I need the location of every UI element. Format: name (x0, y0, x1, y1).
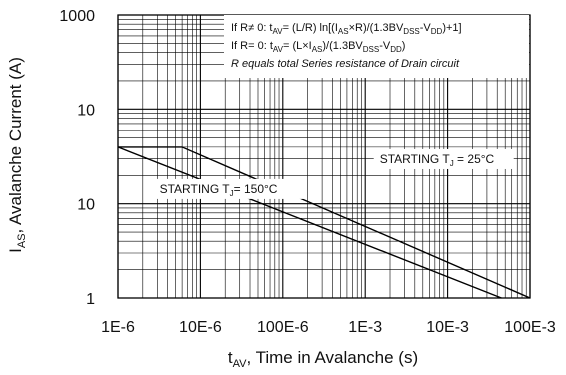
x-tick-label: 100E-6 (257, 319, 309, 336)
x-tick-label: 10E-6 (179, 319, 222, 336)
annotation-line: If R= 0: tAV= (L×IAS)/(1.3BVDSS-VDD) (231, 40, 405, 54)
series-label-text: STARTING TJ = 25°C (380, 152, 495, 168)
x-tick-label: 100E-3 (504, 319, 556, 336)
x-tick-labels: 1E-6 10E-6 100E-6 1E-3 10E-3 100E-3 (101, 319, 556, 336)
y-axis-title: IAS, Avalanche Current (A) (6, 57, 28, 253)
y-tick-label: 10 (77, 102, 95, 119)
series-lines (117, 146, 531, 299)
x-tick-label: 1E-6 (101, 319, 135, 336)
series-label-1: STARTING TJ= 150°C (153, 178, 306, 199)
series-label-bg (153, 178, 306, 199)
y-tick-label: 10 (77, 197, 95, 214)
annotation-box (224, 15, 529, 78)
series-labels: STARTING TJ = 25°C STARTING TJ= 150°C (153, 148, 514, 199)
x-tick-label: 10E-3 (426, 319, 469, 336)
y-tick-label: 1 (86, 291, 95, 308)
formula-annotation: If R≠ 0: tAV= (L/R) ln[(IAS×R)/(1.3BVDSS… (224, 15, 529, 78)
y-tick-labels: 1000 10 10 1 (59, 8, 95, 308)
x-tick-label: 1E-3 (348, 319, 382, 336)
annotation-line: R equals total Series resistance of Drai… (231, 58, 460, 70)
series-label-bg (373, 148, 514, 169)
series-line-1 (117, 146, 502, 299)
series-line-0 (118, 146, 531, 299)
series-label-0: STARTING TJ = 25°C (373, 148, 514, 169)
y-tick-label: 1000 (59, 8, 95, 25)
annotation-line: If R≠ 0: tAV= (L/R) ln[(IAS×R)/(1.3BVDSS… (231, 22, 462, 36)
x-axis-title: tAV, Time in Avalanche (s) (228, 348, 418, 370)
series-label-text: STARTING TJ= 150°C (160, 182, 278, 198)
